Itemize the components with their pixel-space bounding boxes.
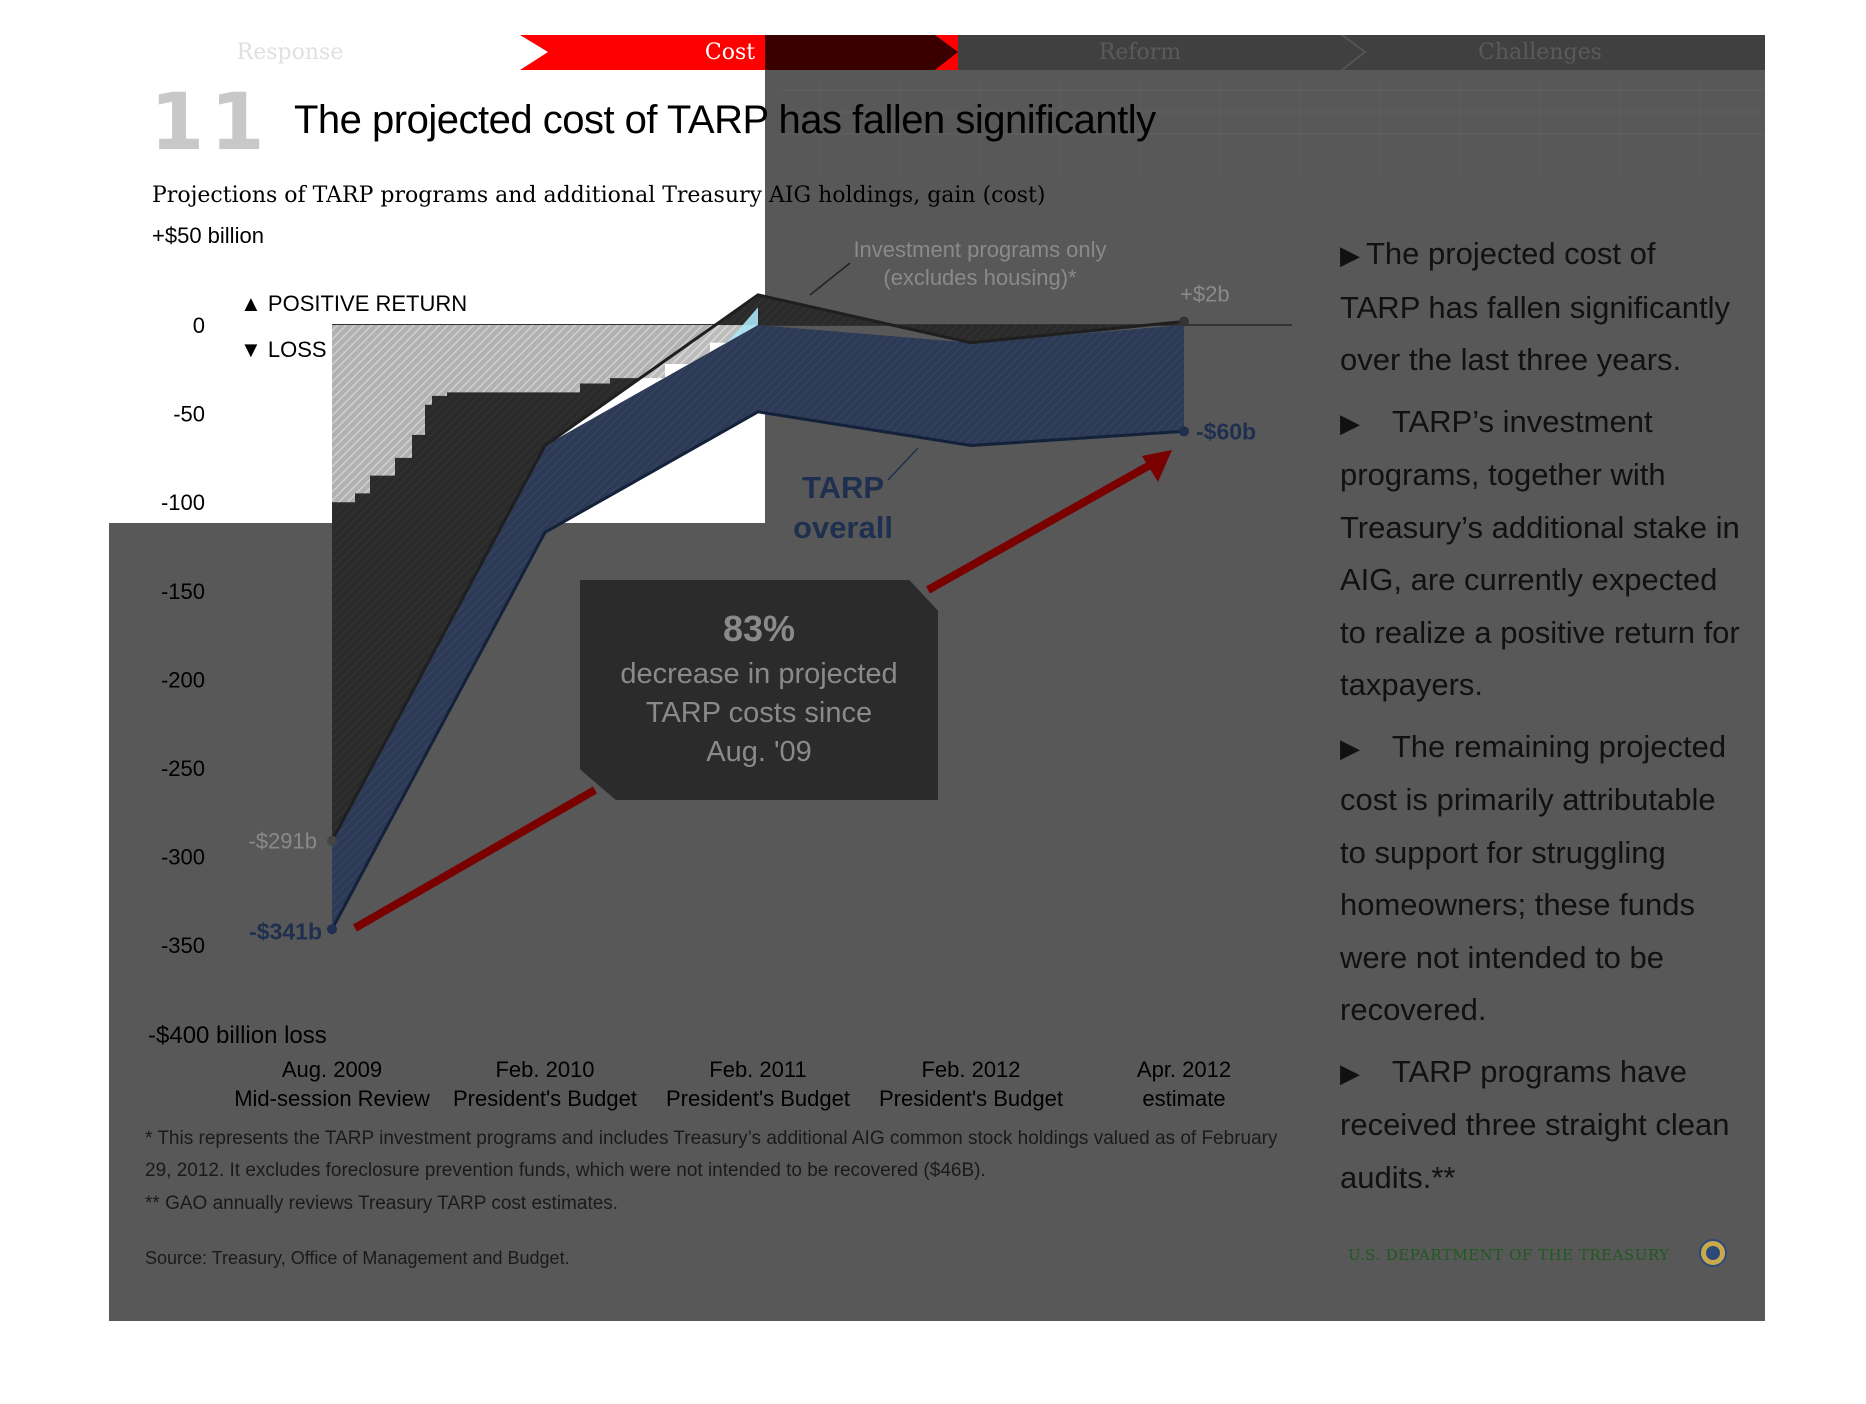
data-point [327, 924, 337, 935]
investment-label-line-1: Investment programs only [853, 237, 1106, 262]
callout-percent: 83% [722, 608, 796, 649]
investment-line [330, 293, 1185, 842]
y-tick-label: -50 [173, 402, 205, 427]
callout-line-2: TARP costs since [645, 697, 873, 729]
tab-response[interactable]: Response [236, 40, 344, 65]
footnote-1-line-1: * This represents the TARP investment pr… [145, 1128, 1278, 1149]
overall-label-line-2: overall [793, 510, 893, 545]
chart-lines [330, 293, 1185, 930]
bullet-3: ▶ The remaining projected cost is primar… [1340, 728, 1727, 1028]
chart-annotations: Investment programs only (excludes housin… [248, 237, 1256, 944]
callout-line-1: decrease in projected [620, 658, 898, 690]
tab-cost[interactable]: Cost [704, 40, 756, 65]
triangle-up-icon: ▲ [240, 291, 262, 316]
start-overall-label: -$341b [249, 918, 322, 944]
end-overall-label: -$60b [1196, 418, 1256, 444]
x-label-2: Feb. 2011 President's Budget [666, 1057, 850, 1111]
bullet-1: ▶ The projected cost of TARP has fallen s… [1340, 236, 1730, 377]
y-tick-label: -300 [161, 845, 205, 870]
data-point [1179, 316, 1189, 327]
y-axis-top-label: +$50 billion [152, 223, 264, 248]
end-investment-label: +$2b [1180, 281, 1230, 306]
legend-loss-label: LOSS [267, 337, 327, 362]
footnote-1-line-2: 29, 2012. It excludes foreclosure preven… [145, 1160, 986, 1181]
source-note: Source: Treasury, Office of Management a… [145, 1248, 570, 1268]
investment-label-line-2: (excludes housing)* [883, 265, 1077, 290]
investment-area [332, 294, 1184, 841]
department-name: U.S. DEPARTMENT OF THE TREASURY [1348, 1246, 1670, 1264]
trend-arrow-lower [353, 786, 597, 932]
chart-points [327, 316, 1189, 935]
tab-challenges[interactable]: Challenges [1478, 40, 1602, 65]
y-tick-label: -150 [161, 579, 205, 604]
trend-arrow-head [1142, 450, 1172, 482]
page-title: The projected cost of TARP has fallen si… [294, 98, 1156, 142]
triangle-right-icon: ▶ [1340, 240, 1360, 270]
nav-chevron [1341, 35, 1367, 70]
treasury-seal-icon [1699, 1239, 1727, 1267]
footnote-2: ** GAO annually reviews Treasury TARP co… [145, 1193, 619, 1214]
trend-arrow-upper [926, 461, 1152, 594]
tab-cost-arrow-dark [765, 35, 958, 70]
tab-reform[interactable]: Reform [1098, 40, 1182, 65]
overall-label-leader [887, 447, 919, 481]
x-label-4: Apr. 2012 estimate [1136, 1057, 1232, 1111]
x-label-0: Aug. 2009 Mid-session Review [234, 1057, 430, 1111]
triangle-down-icon: ▼ [240, 337, 262, 362]
callout-line-3: Aug. '09 [706, 736, 812, 768]
y-tick-label: -100 [161, 490, 205, 515]
legend-positive-label: POSITIVE RETURN [267, 291, 468, 316]
y-tick-label: -200 [161, 667, 205, 692]
y-tick-label: -350 [161, 933, 205, 958]
investment-label-leader [809, 262, 851, 296]
triangle-right-icon: ▶ [1340, 1057, 1360, 1088]
triangle-right-icon: ▶ [1340, 407, 1360, 438]
callout-box [580, 580, 938, 800]
y-tick-label: 0 [193, 313, 205, 338]
x-label-3: Feb. 2012 President's Budget [879, 1057, 1063, 1111]
bullet-4: ▶ TARP programs have received three stra… [1340, 1053, 1730, 1195]
y-axis-bottom-label: -$400 billion loss [148, 1022, 327, 1049]
slide-number: 11 [150, 78, 271, 168]
capitol-building-image [780, 82, 1765, 172]
x-label-1: Feb. 2010 President's Budget [453, 1057, 637, 1111]
data-point [1179, 426, 1189, 437]
tarp-overall-area [332, 325, 1184, 930]
legend-loss: ▼ LOSS [240, 337, 327, 363]
key-points: ▶ The projected cost of TARP has fallen s… [1340, 228, 1740, 1213]
bullet-2: ▶ TARP’s investment programs, together w… [1340, 403, 1740, 703]
overall-label-line-1: TARP [802, 470, 884, 505]
callout-text: decrease in projected TARP costs since A… [580, 655, 938, 772]
legend-positive: ▲ POSITIVE RETURN [240, 291, 467, 317]
y-tick-label: -250 [161, 756, 205, 781]
triangle-right-icon: ▶ [1340, 732, 1360, 763]
tarp-overall-line [330, 410, 1185, 930]
chart-subtitle: Projections of TARP programs and additio… [152, 183, 1046, 208]
start-investment-label: -$291b [248, 829, 317, 854]
data-point [327, 835, 337, 846]
nav-arrows [520, 35, 958, 70]
